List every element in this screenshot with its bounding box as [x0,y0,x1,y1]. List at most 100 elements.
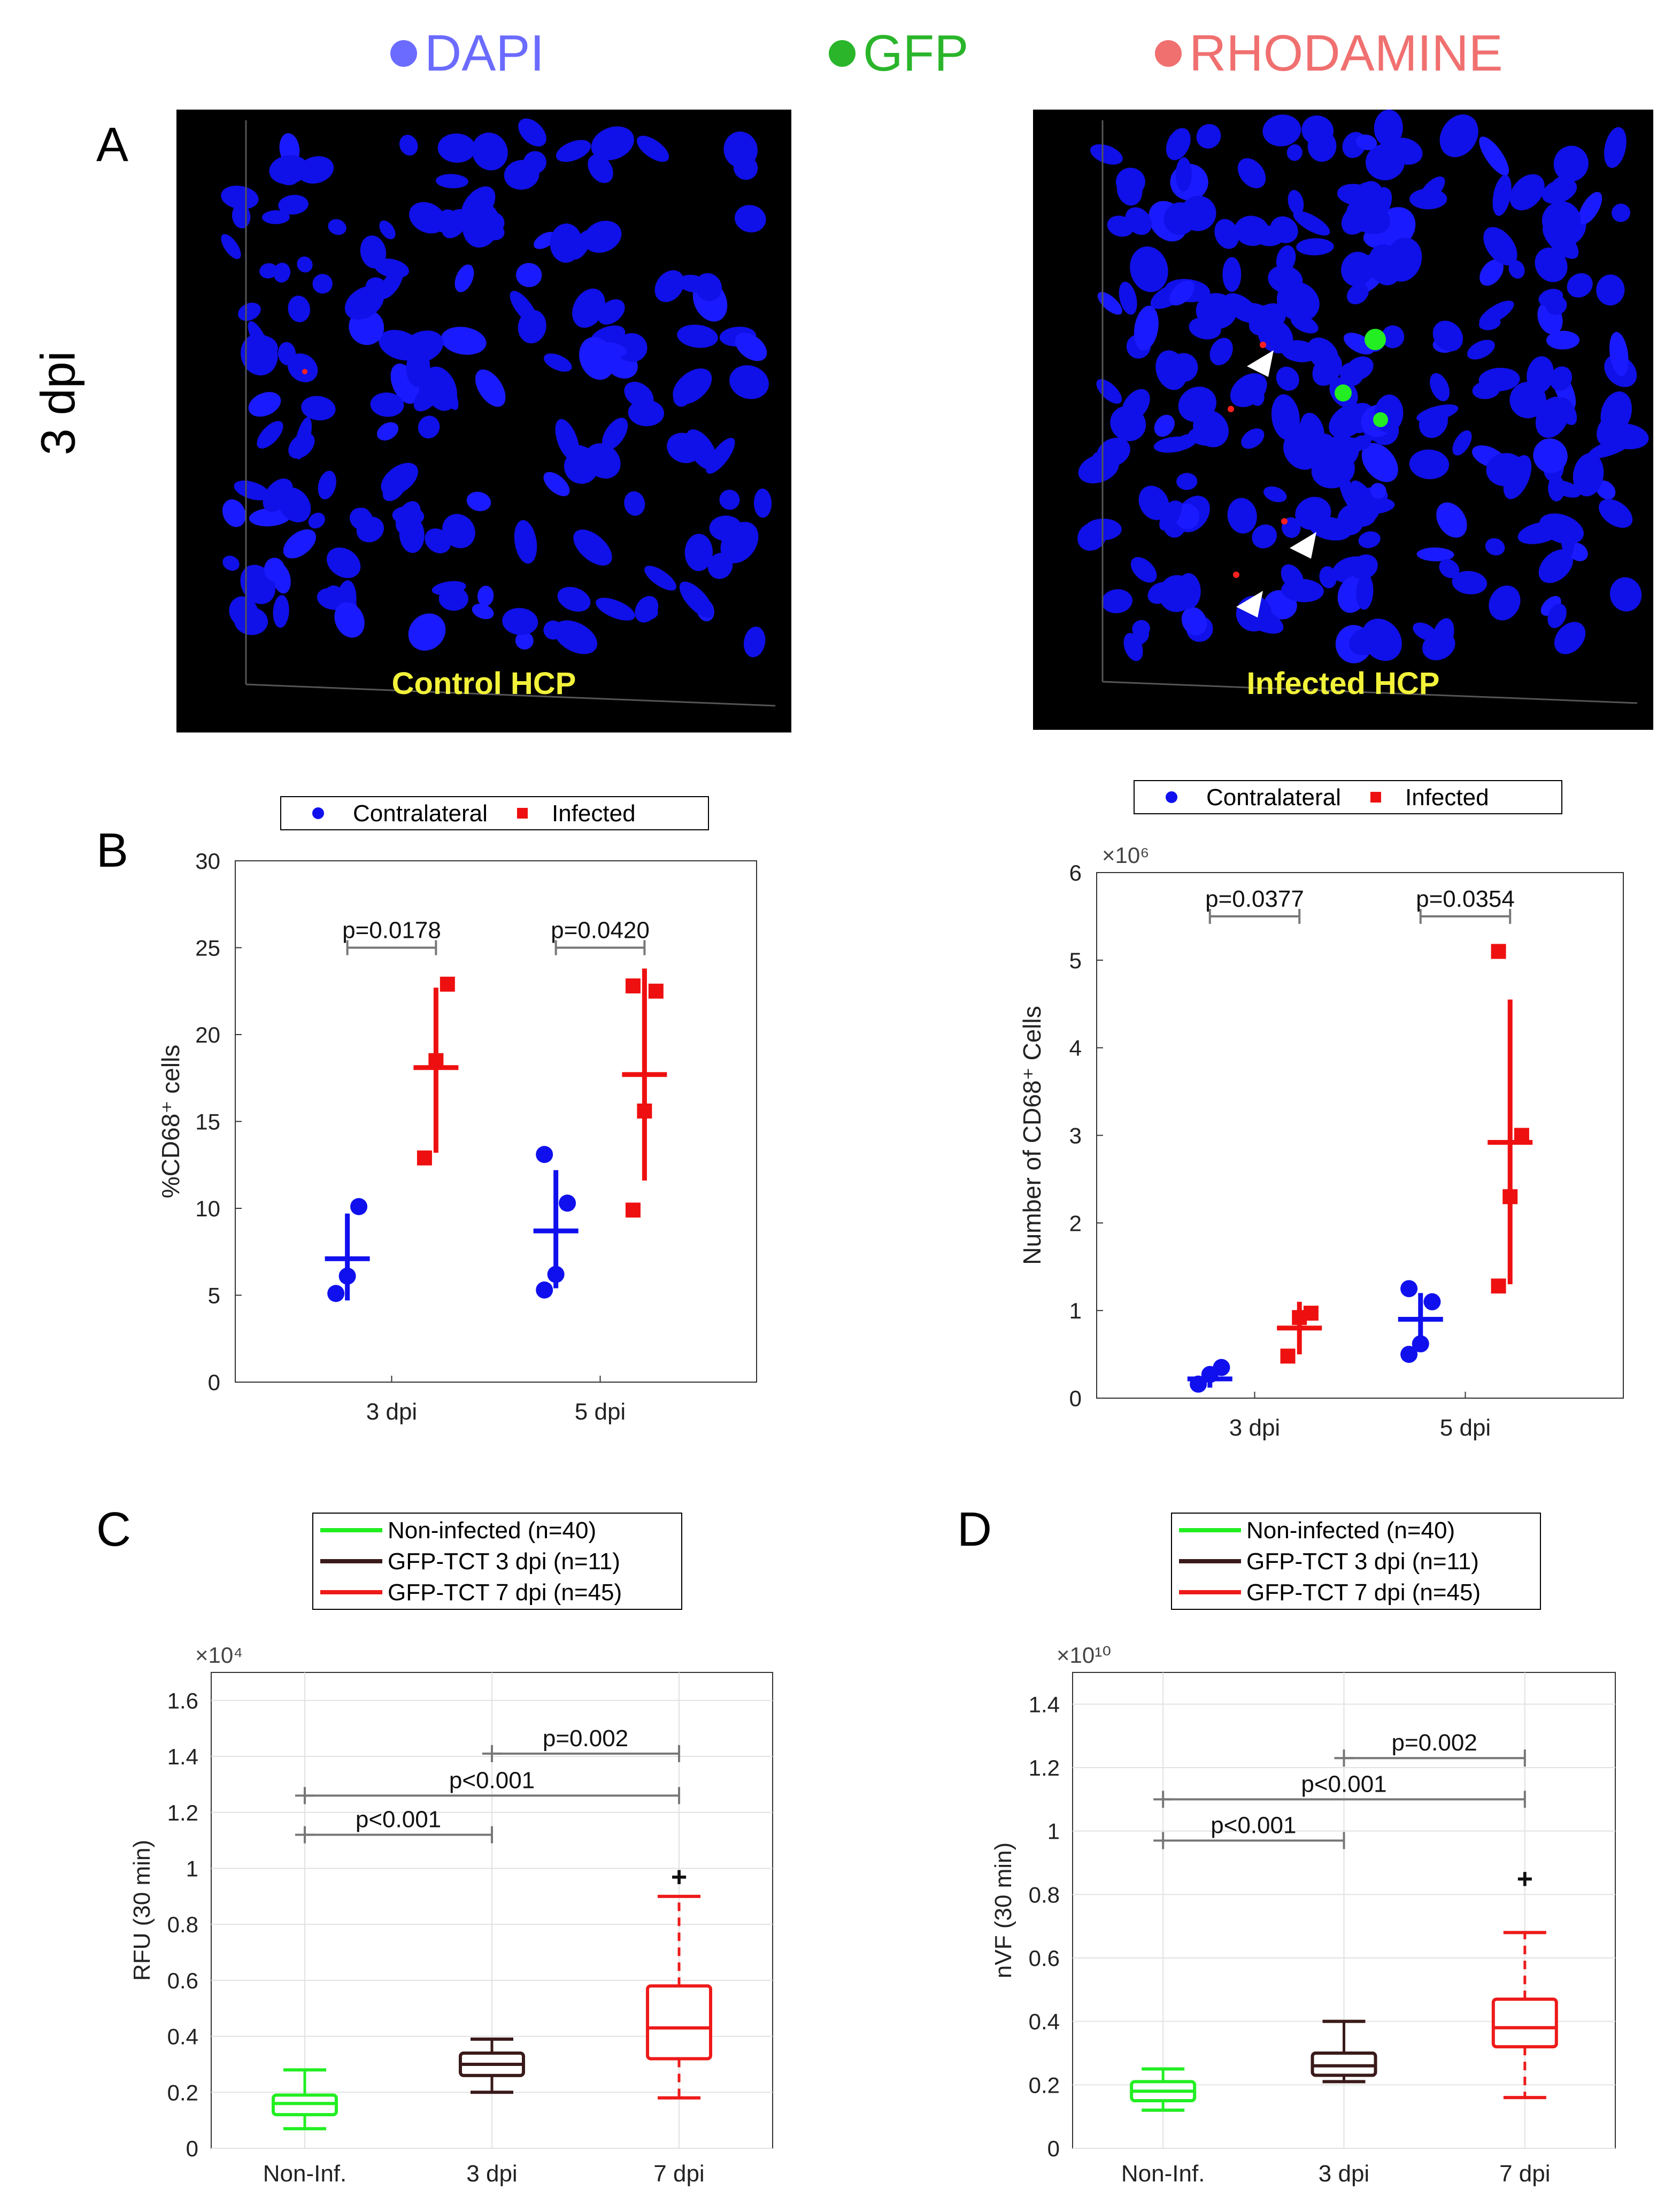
nucleus-blob [1479,300,1514,326]
nucleus-blob [1542,201,1581,240]
nucleus-blob [234,480,270,500]
nucleus-blob [1107,215,1134,237]
nucleus-blob [1419,176,1445,203]
rhodamine-cell [1260,342,1266,348]
nucleus-blob [318,471,336,499]
nucleus-blob [635,596,659,623]
nucleus-blob [273,595,289,628]
nucleus-blob [1550,366,1573,391]
nucleus-blob [556,140,591,162]
nucleus-blob [723,132,758,168]
nucleus-blob [1612,203,1630,222]
nucleus-blob [1365,143,1405,181]
panel-letter-d: D [957,1503,992,1556]
nucleus-blob [1361,443,1398,482]
nucleus-blob [567,444,599,464]
nucleus-blob [1307,130,1337,162]
nucleus-blob [1116,174,1143,206]
y-exponent: ×10¹⁰ [1057,1642,1111,1668]
nucleus-blob [1439,114,1478,158]
nucleus-blob [278,487,311,522]
nucleus-blob [1209,337,1233,366]
legend-box [280,796,709,830]
nucleus-blob [1283,431,1320,470]
nucleus-blob [518,118,546,146]
nucleus-blob [481,221,505,241]
nucleus-blob [349,507,373,530]
nucleus-blob [735,333,767,361]
nucleus-blob [1227,498,1257,534]
nucleus-blob [1339,363,1363,386]
legend-dapi-label: DAPI [425,25,545,82]
x-tick-label: 3 dpi [366,1399,417,1425]
nucleus-blob [1370,483,1386,499]
data-point-contralateral [1400,1346,1418,1363]
nucleus-blob [1535,248,1568,282]
data-point-infected [1491,944,1506,959]
nucleus-blob [1363,230,1386,249]
data-point-infected [1514,1128,1529,1143]
nucleus-blob [273,263,291,283]
micro-axis-line [245,683,776,707]
nucleus-blob [1486,453,1525,487]
nucleus-blob [1604,127,1627,168]
nucleus-blob [441,327,487,355]
nucleus-blob [1214,219,1239,249]
nucleus-blob [1166,128,1191,160]
nucleus-blob [1130,557,1157,583]
nucleus-blob [1356,134,1377,150]
nucleus-blob [602,418,628,450]
p-value-label: p<0.001 [356,1807,441,1833]
y-axis-label: RFU (30 min) [129,1840,155,1981]
legend-label: GFP-TCT 7 dpi (n=45) [388,1579,622,1606]
nucleus-blob [1609,331,1629,376]
nucleus-blob [1344,333,1375,354]
nucleus-blob [1181,607,1207,636]
nucleus-blob [437,133,476,163]
nucleus-blob [1567,273,1593,298]
nucleus-blob [1546,330,1580,350]
nucleus-blob [1286,144,1303,161]
chart-legend: Non-infected (n=40) GFP-TCT 3 dpi (n=11) G… [312,1513,682,1610]
nucleus-blob [1356,574,1374,610]
legend-label-infected: Infected [1405,784,1489,811]
nucleus-blob [1350,508,1376,527]
nucleus-blob [1293,211,1330,236]
box-iqr [646,1984,712,2061]
nucleus-blob [1276,245,1296,273]
legend-label-contralateral: Contralateral [1206,784,1341,811]
nucleus-blob [1189,317,1221,340]
nucleus-blob [544,353,572,372]
nucleus-blob [572,288,605,328]
nucleus-blob [1452,430,1472,456]
nucleus-blob [248,392,281,417]
y-exponent: ×10⁶ [1102,843,1150,868]
data-point-contralateral [547,1266,565,1283]
nucleus-blob [241,334,278,376]
nucleus-blob [1131,628,1149,645]
nucleus-blob [1312,353,1343,386]
data-point-contralateral [1400,1280,1418,1298]
y-tick-label: 4 [1069,1036,1082,1061]
y-tick-label: 2 [1069,1210,1082,1236]
nucleus-blob [1147,582,1173,604]
nucleus-blob [596,598,635,621]
y-tick-label: 0 [1069,1386,1082,1411]
legend-label-contralateral: Contralateral [353,800,488,827]
x-tick-label: 5 dpi [575,1399,626,1425]
data-point-infected [440,976,455,992]
nucleus-blob [477,585,494,606]
nucleus-blob [1479,259,1504,286]
plot-frame [1096,872,1624,1399]
y-tick-label: 3 [1069,1123,1082,1148]
nucleus-blob [1374,110,1403,146]
nucleus-blob [297,256,313,273]
y-tick-label: 1.4 [167,1744,198,1769]
data-point-contralateral [1190,1375,1207,1393]
nucleus-blob [287,353,318,382]
y-tick-label: 0.2 [167,2080,198,2105]
x-tick-label: 3 dpi [1229,1415,1280,1441]
nucleus-blob [1416,547,1454,561]
nucleus-blob [677,325,718,348]
nucleus-blob [597,299,625,325]
